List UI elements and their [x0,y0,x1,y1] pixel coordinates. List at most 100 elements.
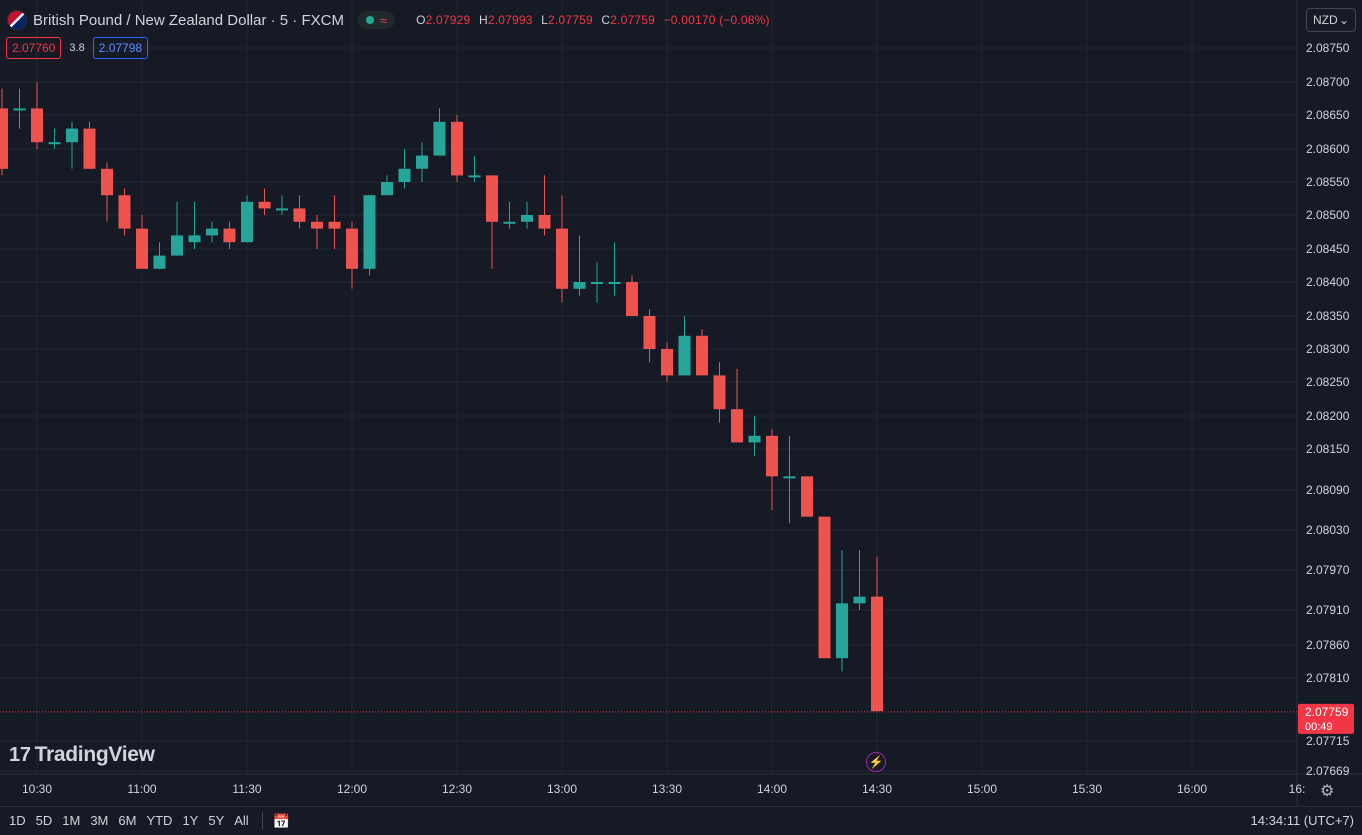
candle[interactable] [83,121,96,169]
y-tick-label: 2.08600 [1306,142,1350,156]
candle[interactable] [398,149,411,189]
candle[interactable] [783,435,796,524]
candle[interactable] [241,195,253,243]
candle[interactable] [713,362,726,423]
range-button-6m[interactable]: 6M [118,813,137,828]
x-tick-label: 15:30 [1072,782,1102,796]
candle[interactable] [818,516,831,659]
candle[interactable] [731,368,743,443]
market-status-pill[interactable]: ≈ [357,11,396,29]
candle[interactable] [48,128,61,149]
candle[interactable] [871,556,883,712]
candle[interactable] [118,188,131,236]
candle[interactable] [748,416,761,456]
candle-body [556,228,568,289]
range-button-ytd[interactable]: YTD [146,813,173,828]
candle[interactable] [433,108,446,156]
candle[interactable] [363,195,376,276]
candle-body [521,215,533,222]
candle-body [328,221,341,229]
candle[interactable] [591,262,603,303]
trade-price-boxes: 2.07760 3.8 2.07798 [6,37,149,59]
y-tick-label: 2.08300 [1306,342,1350,356]
candle[interactable] [346,221,358,289]
candle[interactable] [381,175,393,196]
candle[interactable] [451,115,463,182]
candle[interactable] [696,329,708,376]
open-value: 2.07929 [425,13,471,27]
x-tick-label: 13:00 [547,782,577,796]
candle[interactable] [311,215,323,249]
lightning-bolt-icon[interactable]: ⚡ [866,752,886,772]
range-button-1d[interactable]: 1D [9,813,26,828]
candle[interactable] [206,221,218,243]
y-tick-label: 2.08350 [1306,309,1350,323]
candle[interactable] [556,195,568,303]
symbol-header: British Pound / New Zealand Dollar · 5 ·… [0,0,1295,40]
range-button-all[interactable]: All [234,813,249,828]
candle-body [433,121,446,156]
candle[interactable] [101,162,113,222]
candle[interactable] [836,550,848,672]
candle-body [626,282,638,316]
candle-body [503,221,516,224]
candle[interactable] [853,550,866,610]
y-tick-label: 2.08550 [1306,175,1350,189]
candle[interactable] [328,195,341,249]
candle[interactable] [66,121,78,169]
currency-select[interactable]: NZD ⌄ [1306,8,1356,32]
range-button-5y[interactable]: 5Y [208,813,225,828]
candle[interactable] [258,188,271,215]
gear-icon[interactable]: ⚙ [1320,783,1335,800]
candle[interactable] [486,175,498,269]
range-button-5d[interactable]: 5D [35,813,53,828]
candle[interactable] [626,275,638,316]
x-tick-label: 11:30 [232,782,261,796]
y-tick-label: 2.08400 [1306,275,1350,289]
candle[interactable] [223,221,236,249]
timezone-clock[interactable]: 14:34:11 (UTC+7) [1250,813,1354,828]
candle[interactable] [0,88,8,176]
candle[interactable] [538,175,551,236]
symbol-title[interactable]: British Pound / New Zealand Dollar · 5 ·… [33,11,344,29]
candle-body [381,182,393,196]
range-button-1m[interactable]: 1M [62,813,81,828]
candle[interactable] [766,429,778,510]
candle[interactable] [188,201,201,249]
candle[interactable] [468,155,481,182]
candle-body [871,596,883,712]
candle[interactable] [136,215,148,269]
y-tick-label: 2.07715 [1306,734,1350,748]
candle[interactable] [608,242,621,296]
candle-body [486,175,498,222]
range-button-1y[interactable]: 1Y [182,813,199,828]
candle[interactable] [31,82,43,149]
candle[interactable] [171,201,183,256]
candle[interactable] [521,201,533,229]
buy-price-button[interactable]: 2.07798 [92,37,149,59]
calendar-goto-icon[interactable]: 📅 [272,812,291,829]
candle[interactable] [416,142,428,182]
range-button-3m[interactable]: 3M [90,813,109,828]
candle[interactable] [503,201,516,229]
candle-body [311,221,323,229]
candle-body [713,375,726,410]
candle[interactable] [678,316,691,376]
x-tick-label: 16:00 [1177,782,1207,796]
candle[interactable] [573,235,586,296]
candle[interactable] [276,195,288,215]
candle[interactable] [643,309,656,363]
candle-body [188,235,201,243]
candle[interactable] [13,88,26,129]
candle[interactable] [293,195,306,229]
tradingview-logo[interactable]: 17 TradingView [9,743,155,767]
candle[interactable] [153,242,166,269]
sell-price-button[interactable]: 2.07760 [6,37,62,59]
candle-body [731,409,743,443]
candle[interactable] [661,342,673,382]
candle[interactable] [801,476,813,517]
candle-body [591,282,603,284]
tradingview-logo-icon: 17 [9,743,31,766]
close-value: 2.07759 [610,13,656,27]
